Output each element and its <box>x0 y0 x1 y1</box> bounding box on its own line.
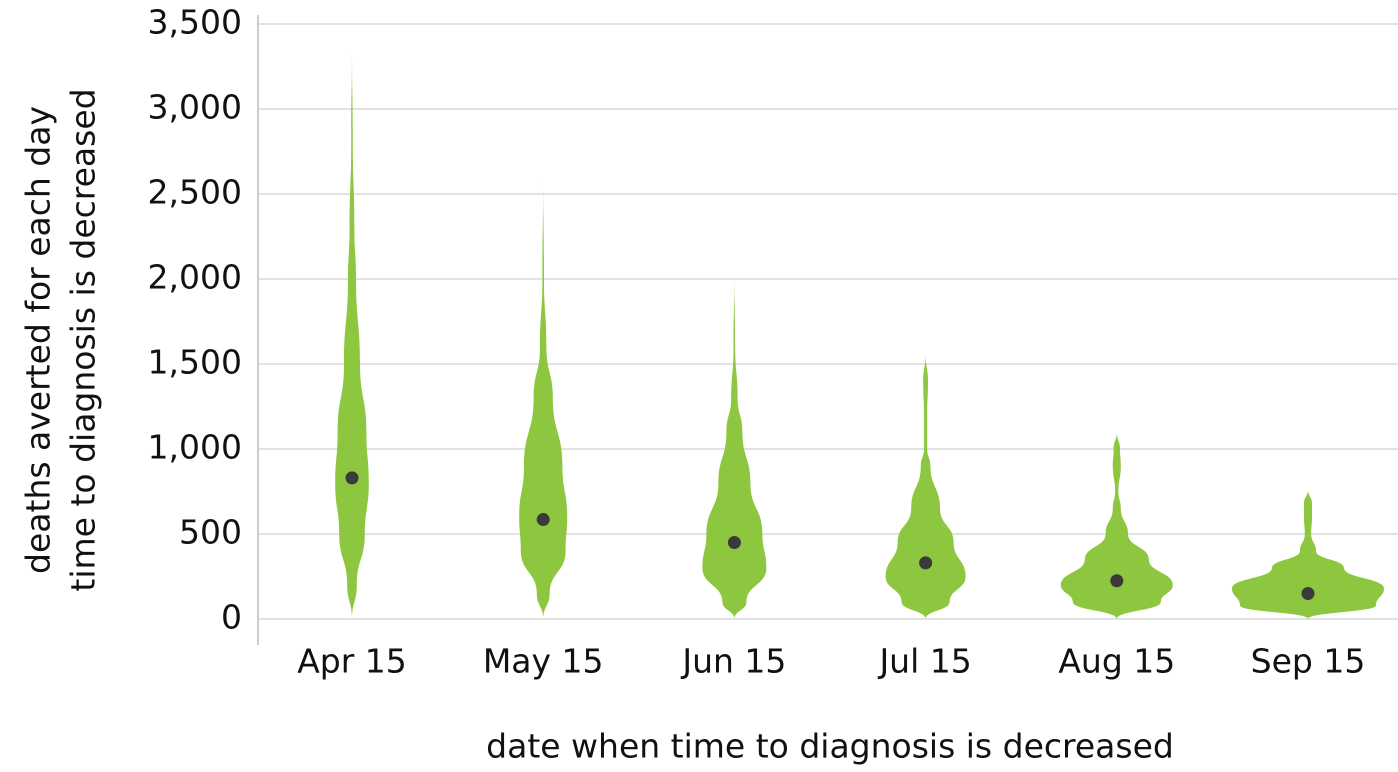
x-axis-title: date when time to diagnosis is decreased <box>486 727 1174 766</box>
y-axis-title: time to diagnosis is decreased <box>64 88 103 591</box>
median-dot <box>1110 574 1124 588</box>
median-dot <box>1301 587 1315 600</box>
x-tick-label: Aug 15 <box>1058 642 1175 681</box>
y-tick-label: 3,000 <box>148 88 242 127</box>
x-tick-label: Sep 15 <box>1251 642 1366 681</box>
y-tick-label: 1,500 <box>148 343 242 382</box>
y-axis-title: deaths averted for each day <box>19 106 58 574</box>
median-dot <box>536 513 550 527</box>
violin <box>885 353 966 619</box>
violin <box>1060 432 1173 619</box>
x-tick-label: Jul 15 <box>877 642 971 681</box>
violin <box>335 44 369 619</box>
median-dot <box>345 471 359 485</box>
x-tick-label: May 15 <box>483 642 604 681</box>
x-tick-label: Jun 15 <box>680 642 786 681</box>
y-tick-label: 2,000 <box>148 258 242 297</box>
median-dot <box>727 536 741 549</box>
y-tick-label: 1,000 <box>148 428 242 467</box>
y-tick-label: 3,500 <box>148 3 242 42</box>
y-tick-label: 0 <box>221 598 242 637</box>
median-dot <box>919 556 933 570</box>
violin <box>702 272 767 619</box>
violin <box>519 177 568 619</box>
violin <box>1232 489 1384 619</box>
y-tick-label: 500 <box>179 513 242 552</box>
y-tick-label: 2,500 <box>148 173 242 212</box>
x-tick-label: Apr 15 <box>297 642 407 681</box>
